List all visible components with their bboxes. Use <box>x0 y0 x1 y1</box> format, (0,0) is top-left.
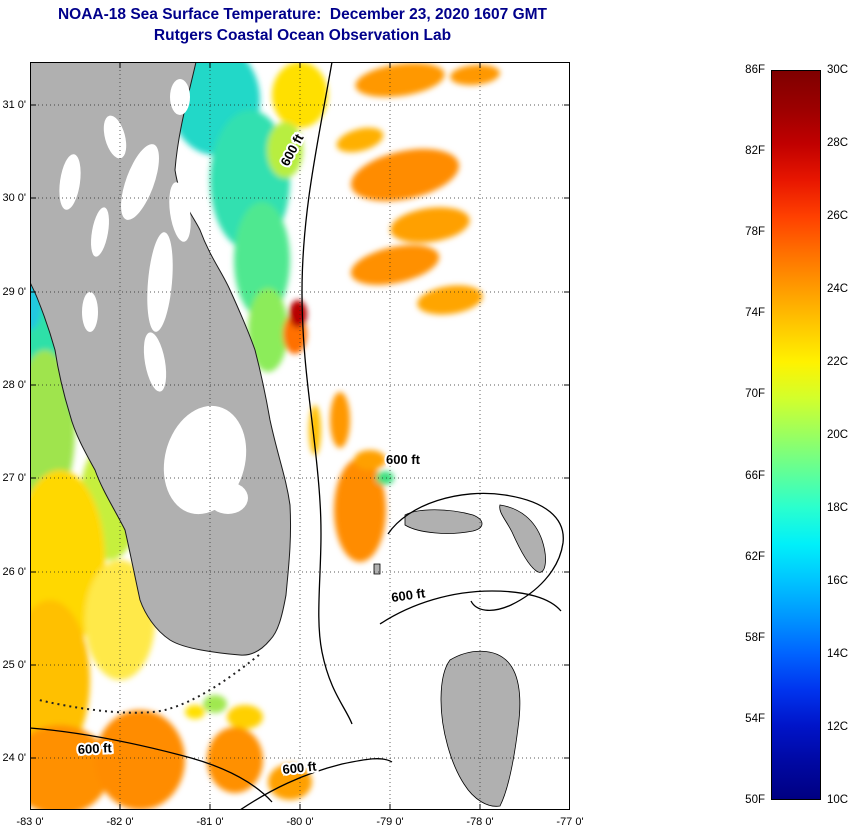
bahamas-island <box>404 509 483 534</box>
sst-blob <box>207 727 263 793</box>
cloud-patch <box>143 332 167 392</box>
contour-label: 600 ft <box>282 758 318 777</box>
colorbar-celsius-label: 16C <box>827 575 849 587</box>
colorbar-celsius-label: 12C <box>827 721 849 733</box>
sst-blob <box>350 245 440 285</box>
colorbar-fahrenheit-label: 78F <box>745 226 765 238</box>
colorbar-fahrenheit-label: 54F <box>745 713 765 725</box>
cloud-patch <box>103 115 127 159</box>
sst-blob <box>354 450 386 470</box>
grid <box>30 62 570 810</box>
florida-keys <box>38 654 260 714</box>
lat-tick-label: 27 0' <box>2 472 26 484</box>
colorbar-fahrenheit-label: 70F <box>745 388 765 400</box>
colorbar-celsius-label: 24C <box>827 283 849 295</box>
colorbar-fahrenheit-label: 74F <box>745 307 765 319</box>
map-frame <box>30 62 570 810</box>
map-subtitle: Rutgers Coastal Ocean Observation Lab <box>153 27 452 45</box>
colorbar-celsius-label: 22C <box>827 356 849 368</box>
lon-tick-label: -77 0' <box>556 816 584 828</box>
lat-tick-label: 26 0' <box>2 566 26 578</box>
lon-tick-label: -80 0' <box>286 816 314 828</box>
sst-blob <box>390 207 470 243</box>
titles: NOAA-18 Sea Surface Temperature: Decembe… <box>0 4 605 47</box>
colorbar-celsius-label: 18C <box>827 502 849 514</box>
depth-contour-600ft <box>301 62 353 725</box>
colorbar-celsius-label: 20C <box>827 429 849 441</box>
sst-blob <box>336 127 384 153</box>
contour-label: 600 ft <box>77 740 112 757</box>
sst-blob <box>355 62 445 98</box>
colorbar-fahrenheit-label: 62F <box>745 551 765 563</box>
sst-blob <box>95 710 185 810</box>
cloud-patch <box>170 79 190 115</box>
bahamas-island <box>440 650 521 807</box>
colorbar-fahrenheit-label: 50F <box>745 794 765 806</box>
colorbar-gradient <box>772 71 820 799</box>
cloud-patch <box>147 232 173 332</box>
depth-contour-600ft <box>387 492 564 611</box>
lat-tick-label: 28 0' <box>2 379 26 391</box>
sst-blob <box>30 725 110 810</box>
lon-tick-label: -79 0' <box>376 816 404 828</box>
cloud-patch <box>121 144 159 220</box>
cloud-patch <box>169 182 191 242</box>
contour-label: 600 ft <box>390 585 426 605</box>
cloud-patch <box>82 292 98 332</box>
sst-blob <box>234 202 290 318</box>
lon-tick-label: -83 0' <box>16 816 44 828</box>
sst-blob <box>350 148 460 202</box>
colorbar <box>771 70 821 800</box>
sst-blob <box>185 705 205 719</box>
colorbar-fahrenheit-label: 66F <box>745 470 765 482</box>
sst-blob <box>289 300 307 328</box>
bahamas-island <box>373 563 381 575</box>
depth-contour-600ft <box>30 727 273 803</box>
lon-tick-label: -81 0' <box>196 816 224 828</box>
sst-blob <box>248 288 288 372</box>
depth-contour-600ft <box>239 758 393 810</box>
cloud-patch <box>91 207 109 257</box>
colorbar-celsius-label: 26C <box>827 210 849 222</box>
colorbar-celsius-label: 14C <box>827 648 849 660</box>
colorbar-fahrenheit-label: 82F <box>745 145 765 157</box>
lat-tick-label: 29 0' <box>2 286 26 298</box>
sst-blob <box>334 458 386 562</box>
depth-contour-600ft <box>379 590 562 625</box>
lon-tick-label: -78 0' <box>466 816 494 828</box>
lat-tick-label: 25 0' <box>2 659 26 671</box>
lat-tick-label: 31 0' <box>2 99 26 111</box>
lake-okeechobee <box>208 482 248 514</box>
cloud-patch <box>59 154 81 210</box>
colorbar-celsius-label: 28C <box>827 137 849 149</box>
sst-blob <box>417 285 483 315</box>
sst-blob <box>227 705 263 729</box>
sst-blob <box>376 471 394 485</box>
lat-tick-label: 24 0' <box>2 752 26 764</box>
map-title: NOAA-18 Sea Surface Temperature: Decembe… <box>57 6 548 23</box>
contour-label: 600 ft <box>386 452 421 467</box>
colorbar-fahrenheit-label: 86F <box>745 64 765 76</box>
sst-blob <box>450 64 500 86</box>
sst-blob <box>330 392 350 448</box>
colorbar-fahrenheit-label: 58F <box>745 632 765 644</box>
lat-tick-label: 30 0' <box>2 192 26 204</box>
sst-blob <box>267 122 303 178</box>
colorbar-celsius-label: 10C <box>827 794 849 806</box>
sst-blob <box>203 695 227 713</box>
axis-ticks <box>30 62 570 810</box>
sst-blob <box>30 600 90 760</box>
colorbar-celsius-label: 30C <box>827 64 849 76</box>
lon-tick-label: -82 0' <box>106 816 134 828</box>
